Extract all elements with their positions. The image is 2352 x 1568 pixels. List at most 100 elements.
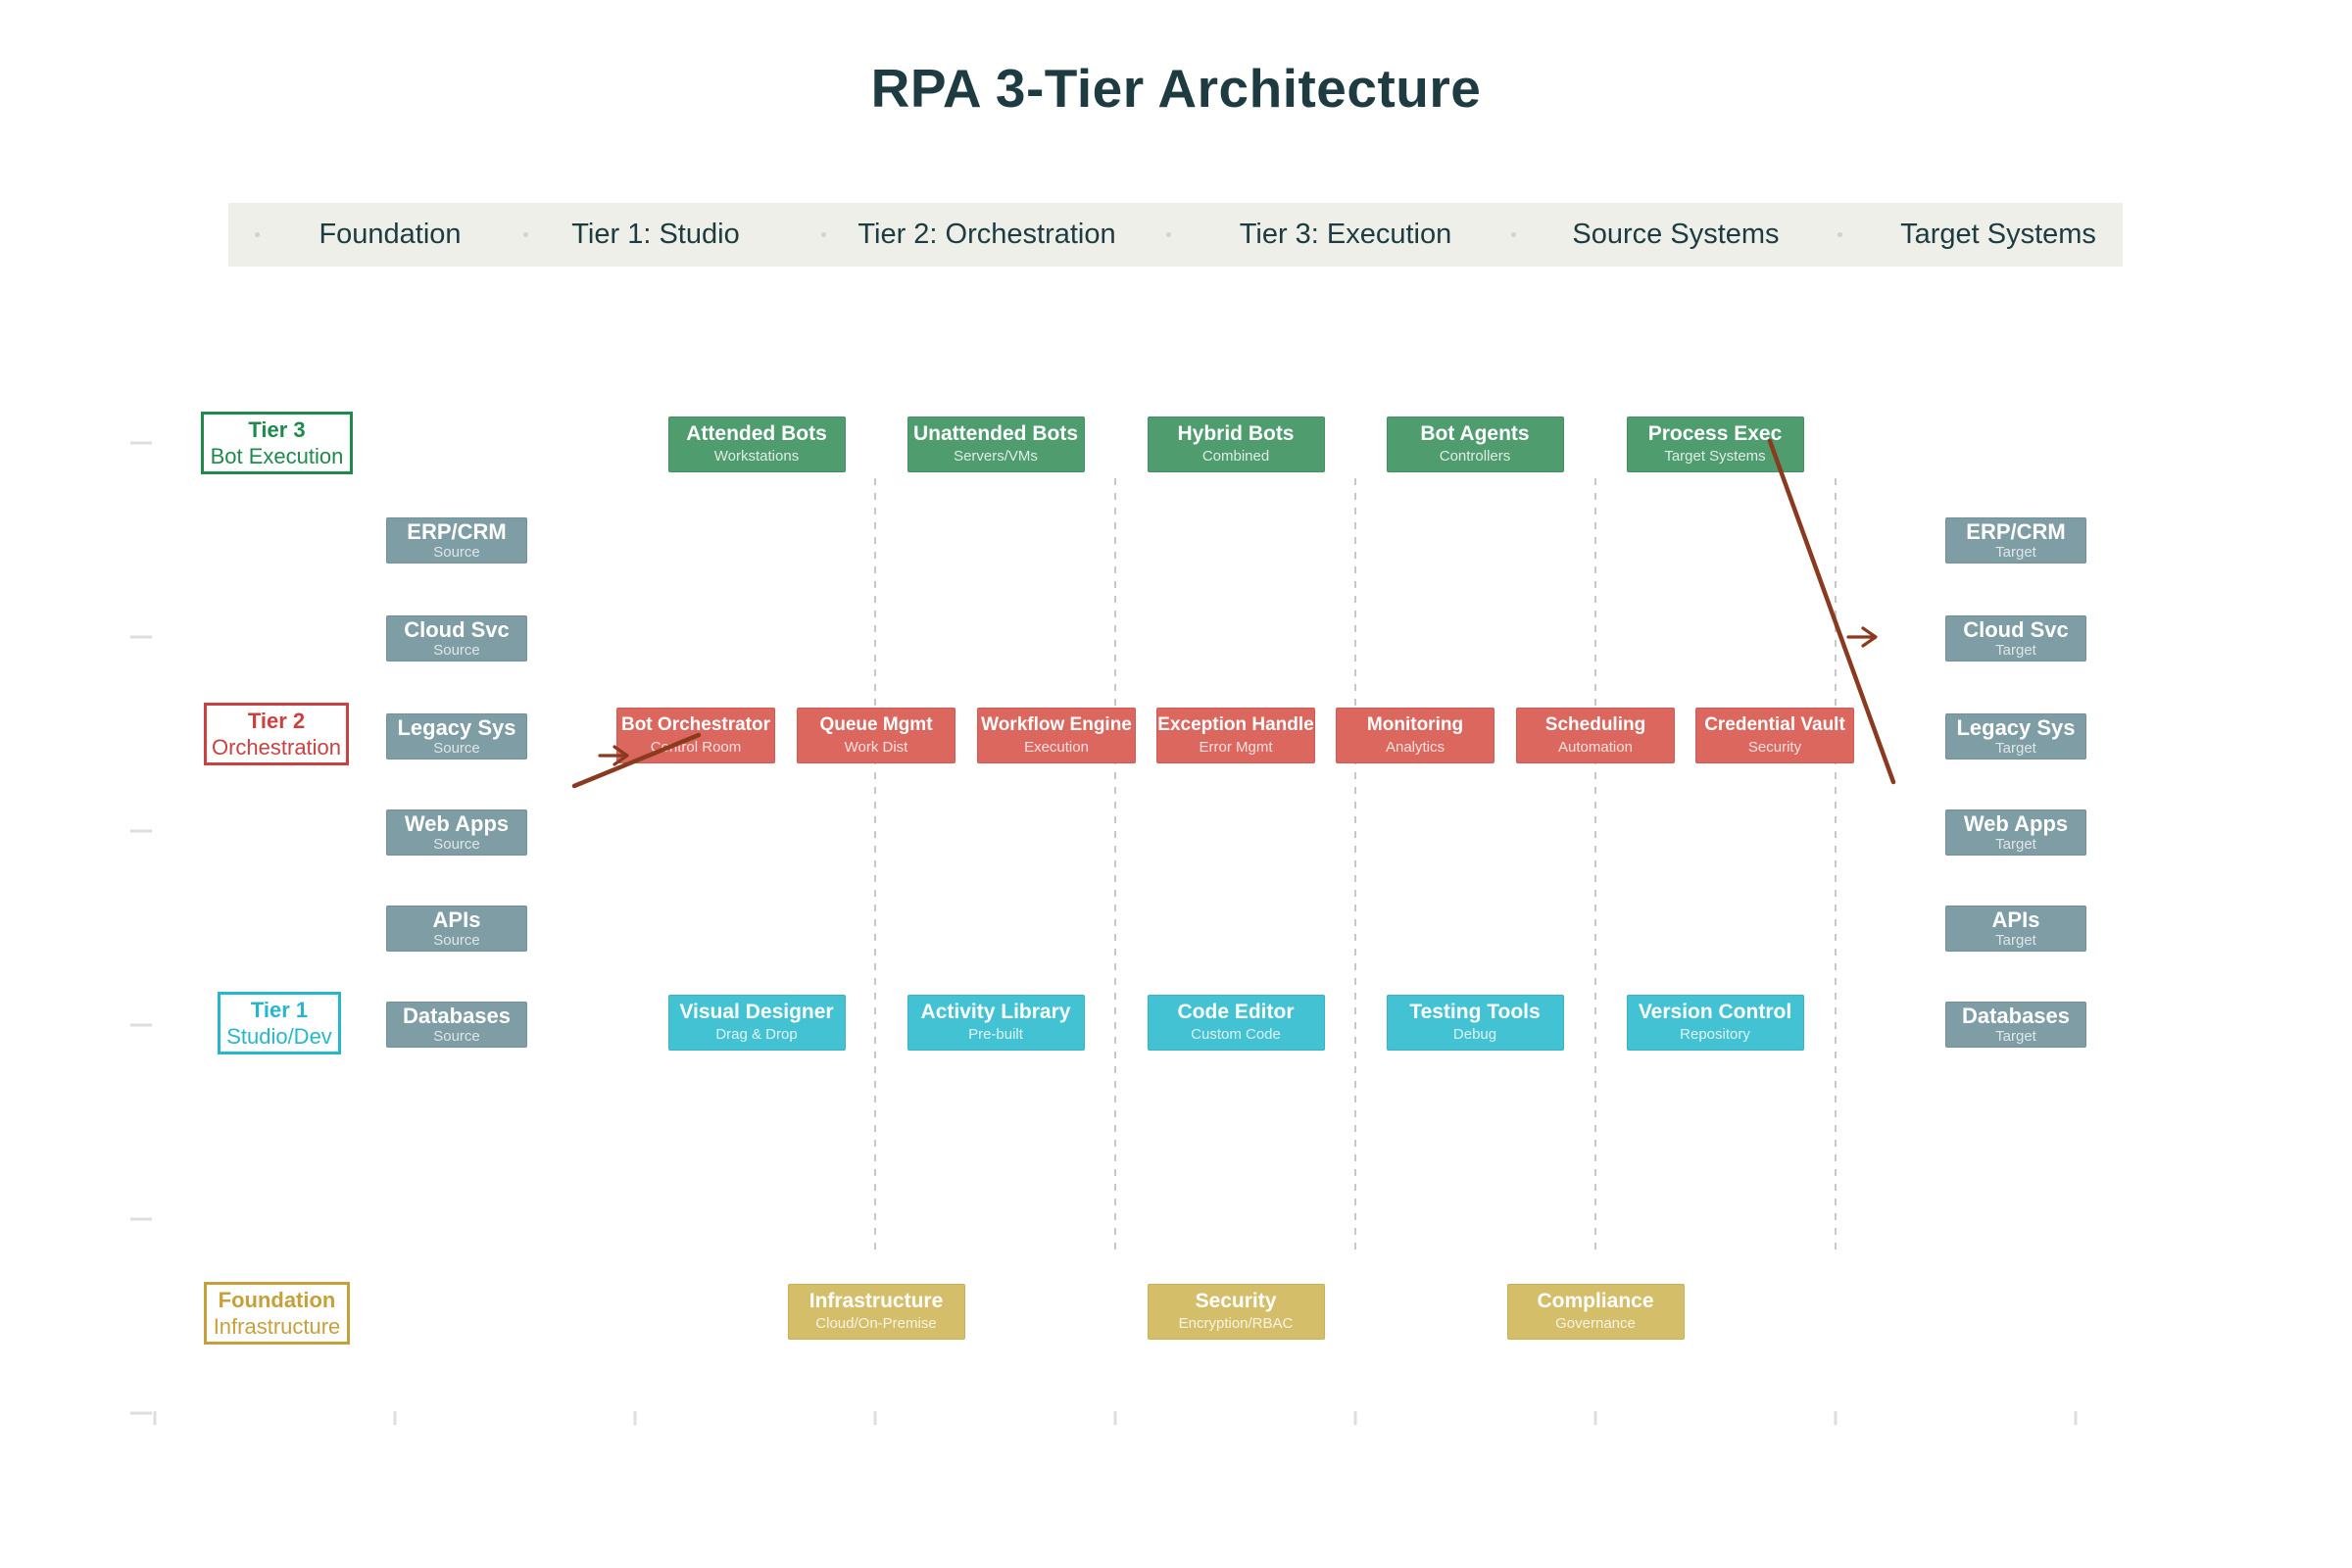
tier-label-foundation: Foundation Infrastructure (204, 1282, 350, 1345)
column-header-target-systems: Target Systems (1900, 219, 2096, 250)
node-sublabel: Repository (1680, 1026, 1750, 1043)
node-testing-tools: Testing Tools Debug (1386, 995, 1564, 1051)
target-web-apps: Web Apps Target (1945, 809, 2086, 856)
node-unattended-bots: Unattended Bots Servers/VMs (906, 416, 1085, 472)
node-sublabel: Source (433, 836, 480, 853)
node-sublabel: Target (1995, 932, 2036, 949)
node-label: Cloud Svc (404, 617, 510, 642)
header-separator-dot-icon (255, 232, 260, 237)
node-sublabel: Drag & Drop (715, 1026, 798, 1043)
node-sublabel: Source (433, 740, 480, 757)
target-erp-crm: ERP/CRM Target (1945, 517, 2086, 564)
node-bot-orchestrator: Bot Orchestrator Control Room (616, 708, 775, 763)
node-hybrid-bots: Hybrid Bots Combined (1147, 416, 1325, 472)
source-web-apps: Web Apps Source (386, 809, 527, 856)
target-cloud-svc: Cloud Svc Target (1945, 615, 2086, 662)
target-legacy-sys: Legacy Sys Target (1945, 713, 2086, 760)
node-visual-designer: Visual Designer Drag & Drop (667, 995, 846, 1051)
node-sublabel: Custom Code (1191, 1026, 1281, 1043)
tier-label-line1: Tier 2 (247, 709, 306, 733)
node-sublabel: Pre-built (968, 1026, 1023, 1043)
column-header-tier-1-studio: Tier 1: Studio (571, 219, 740, 250)
source-apis: APIs Source (386, 906, 527, 952)
header-separator-dot-icon (1511, 232, 1516, 237)
node-bot-agents: Bot Agents Controllers (1386, 416, 1564, 472)
tier-label-line1: Tier 3 (248, 417, 306, 442)
node-sublabel: Error Mgmt (1199, 739, 1273, 756)
column-header-tier-2-orchestration: Tier 2: Orchestration (858, 219, 1116, 250)
tier-label-tier3: Tier 3 Bot Execution (201, 412, 353, 474)
node-code-editor: Code Editor Custom Code (1147, 995, 1325, 1051)
node-label: Visual Designer (679, 1001, 834, 1023)
node-label: Exception Handle (1157, 714, 1314, 735)
tier-label-line2: Studio/Dev (226, 1024, 332, 1049)
tier-label-line2: Bot Execution (210, 444, 344, 468)
tier-label-line2: Orchestration (211, 735, 342, 760)
node-label: Unattended Bots (913, 422, 1078, 445)
node-label: ERP/CRM (1966, 519, 2066, 544)
node-sublabel: Target (1995, 544, 2036, 561)
node-queue-mgmt: Queue Mgmt Work Dist (797, 708, 956, 763)
node-label: Bot Agents (1420, 422, 1530, 445)
node-version-control: Version Control Repository (1626, 995, 1804, 1051)
node-label: Hybrid Bots (1177, 422, 1295, 445)
column-header-tier-3-execution: Tier 3: Execution (1239, 219, 1452, 250)
node-label: Activity Library (920, 1001, 1071, 1023)
tier-label-line2: Infrastructure (213, 1314, 341, 1339)
node-label: Web Apps (404, 811, 510, 836)
node-workflow-engine: Workflow Engine Execution (977, 708, 1136, 763)
node-sublabel: Security (1747, 739, 1802, 756)
node-label: Compliance (1537, 1290, 1654, 1312)
node-infrastructure: Infrastructure Cloud/On-Premise (787, 1284, 965, 1340)
node-compliance: Compliance Governance (1506, 1284, 1685, 1340)
node-label: Legacy Sys (397, 715, 516, 740)
node-sublabel: Governance (1555, 1315, 1636, 1332)
node-label: Security (1195, 1290, 1277, 1312)
node-credential-vault: Credential Vault Security (1695, 708, 1854, 763)
node-label: Code Editor (1177, 1001, 1295, 1023)
header-separator-dot-icon (1838, 232, 1842, 237)
node-exception-handle: Exception Handle Error Mgmt (1156, 708, 1315, 763)
node-sublabel: Target (1995, 740, 2036, 757)
node-monitoring: Monitoring Analytics (1336, 708, 1494, 763)
target-apis: APIs Target (1945, 906, 2086, 952)
column-header-source-systems: Source Systems (1572, 219, 1780, 250)
node-sublabel: Debug (1452, 1026, 1497, 1043)
tier-label-line1: Foundation (218, 1288, 336, 1312)
node-sublabel: Target (1995, 642, 2036, 659)
tier-label-tier2: Tier 2 Orchestration (204, 703, 349, 765)
node-sublabel: Workstations (713, 448, 800, 465)
node-sublabel: Source (433, 544, 480, 561)
source-databases: Databases Source (386, 1002, 527, 1048)
node-sublabel: Target (1995, 836, 2036, 853)
node-sublabel: Automation (1558, 739, 1633, 756)
node-label: Web Apps (1963, 811, 2069, 836)
node-process-exec: Process Exec Target Systems (1626, 416, 1804, 472)
node-sublabel: Source (433, 1028, 480, 1045)
node-attended-bots: Attended Bots Workstations (667, 416, 846, 472)
node-sublabel: Source (433, 932, 480, 949)
node-label: Workflow Engine (981, 714, 1132, 735)
node-label: Legacy Sys (1956, 715, 2076, 740)
node-sublabel: Controllers (1439, 448, 1511, 465)
node-sublabel: Work Dist (844, 739, 908, 756)
node-sublabel: Cloud/On-Premise (815, 1315, 937, 1332)
node-sublabel: Servers/VMs (954, 448, 1038, 465)
target-databases: Databases Target (1945, 1002, 2086, 1048)
node-label: Scheduling (1544, 714, 1646, 735)
node-label: Cloud Svc (1963, 617, 2069, 642)
node-sublabel: Control Room (650, 739, 742, 756)
node-label: Credential Vault (1704, 714, 1845, 735)
node-label: APIs (1991, 907, 2040, 932)
node-sublabel: Encryption/RBAC (1178, 1315, 1294, 1332)
column-header-band: Foundation Tier 1: Studio Tier 2: Orchestr… (228, 203, 2123, 267)
node-label: APIs (432, 907, 481, 932)
header-separator-dot-icon (523, 232, 528, 237)
source-cloud-svc: Cloud Svc Source (386, 615, 527, 662)
node-sublabel: Target (1995, 1028, 2036, 1045)
node-security: Security Encryption/RBAC (1147, 1284, 1325, 1340)
node-label: Monitoring (1366, 714, 1464, 735)
tier-label-line1: Tier 1 (250, 998, 309, 1022)
header-separator-dot-icon (821, 232, 826, 237)
